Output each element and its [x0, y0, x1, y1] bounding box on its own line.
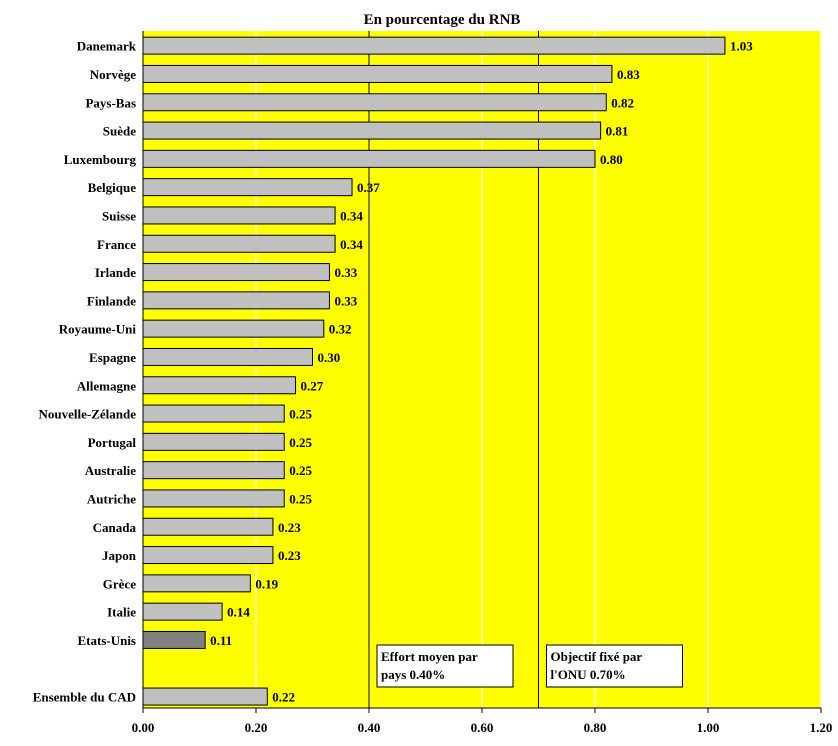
bar	[142, 489, 285, 508]
value-label: 0.19	[255, 576, 278, 591]
reference-annotation: Objectif fixé par l'ONU 0.70%	[546, 644, 683, 688]
bar	[142, 461, 285, 480]
bar	[142, 149, 596, 168]
value-labels: 1.03 0.83 0.82 0.81 0.80 0.37 0.34 0.34 0.33 0.33…	[210, 39, 753, 705]
x-tick-label: 0.40	[358, 720, 381, 735]
x-tick-label: 1.00	[697, 720, 720, 735]
chart-title: En pourcentage du RNB	[364, 12, 521, 28]
annotations: Effort moyen par pays 0.40% Objectif fixé …	[376, 644, 683, 688]
value-label: 1.03	[730, 39, 753, 54]
category-label: Finlande	[87, 293, 136, 308]
x-axis: 0.00 0.20 0.40 0.60 0.80 1.00 1.20	[132, 31, 833, 735]
bar	[142, 347, 313, 366]
bar	[142, 234, 336, 253]
bars	[142, 36, 726, 706]
x-tick-label: 0.60	[471, 720, 494, 735]
value-label: 0.30	[318, 350, 341, 365]
category-label: Portugal	[88, 435, 137, 450]
category-label: Suède	[103, 124, 136, 139]
bar	[142, 178, 353, 197]
category-label: Allemagne	[77, 378, 136, 393]
value-label: 0.34	[340, 237, 363, 252]
value-label: 0.14	[227, 605, 250, 620]
category-labels: Danemark Norvège Pays-Bas Suède Luxembourg Be…	[33, 39, 137, 705]
category-label: Pays-Bas	[85, 95, 136, 110]
annotation-text: Effort moyen par	[381, 649, 478, 664]
value-label: 0.25	[289, 435, 312, 450]
value-label: 0.80	[600, 152, 623, 167]
bar	[142, 687, 268, 706]
category-label: Suisse	[102, 208, 136, 223]
value-label: 0.25	[289, 407, 312, 422]
category-label: Luxembourg	[64, 152, 137, 167]
annotation-text: pays 0.40%	[381, 667, 445, 682]
annotation-box	[376, 644, 514, 688]
value-label: 0.25	[289, 463, 312, 478]
bar	[142, 546, 274, 565]
x-tick-label: 0.00	[132, 720, 155, 735]
annotation-box	[546, 644, 683, 688]
category-label: Belgique	[88, 180, 137, 195]
x-tick-label: 1.20	[810, 720, 833, 735]
annotation-text: Objectif fixé par	[551, 649, 643, 664]
bar	[142, 319, 325, 338]
value-label: 0.83	[617, 67, 640, 82]
category-label: Japon	[102, 548, 137, 563]
value-label: 0.33	[334, 265, 357, 280]
x-tick-label: 0.20	[245, 720, 268, 735]
value-label: 0.23	[278, 548, 301, 563]
value-label: 0.33	[334, 293, 357, 308]
category-label: Nouvelle-Zélande	[39, 407, 137, 422]
value-label: 0.32	[329, 322, 352, 337]
category-label: France	[97, 237, 136, 252]
bar	[142, 64, 613, 83]
category-label: Espagne	[89, 350, 136, 365]
category-label: Irlande	[95, 265, 136, 280]
category-label: Danemark	[77, 39, 137, 54]
bar	[142, 630, 206, 649]
bar	[142, 36, 726, 55]
value-label: 0.82	[611, 95, 634, 110]
value-label: 0.37	[357, 180, 380, 195]
bar	[142, 517, 274, 536]
value-label: 0.25	[289, 491, 312, 506]
category-label: Australie	[85, 463, 137, 478]
category-label: Royaume-Uni	[59, 322, 137, 337]
annotation-text: l'ONU 0.70%	[551, 667, 626, 682]
category-label: Canada	[93, 520, 137, 535]
bar	[142, 291, 330, 310]
bar	[142, 574, 251, 593]
bar	[142, 404, 285, 423]
reference-annotation: Effort moyen par pays 0.40%	[376, 644, 514, 688]
value-label: 0.11	[210, 633, 232, 648]
value-label: 0.81	[606, 124, 629, 139]
bar	[142, 602, 223, 621]
bar	[142, 93, 607, 112]
value-label: 0.22	[272, 690, 295, 705]
category-label: Etats-Unis	[77, 633, 136, 648]
x-tick-label: 0.80	[584, 720, 607, 735]
bar	[142, 206, 336, 225]
bar	[142, 121, 602, 140]
value-label: 0.34	[340, 208, 363, 223]
category-label: Italie	[107, 605, 136, 620]
category-label: Norvège	[90, 67, 136, 82]
bar	[142, 432, 285, 451]
value-label: 0.23	[278, 520, 301, 535]
category-label: Ensemble du CAD	[33, 690, 136, 705]
category-label: Grèce	[103, 576, 136, 591]
reference-lines	[368, 31, 539, 708]
bar	[142, 263, 330, 282]
value-label: 0.27	[301, 378, 324, 393]
bar	[142, 376, 297, 395]
category-label: Autriche	[87, 491, 136, 506]
